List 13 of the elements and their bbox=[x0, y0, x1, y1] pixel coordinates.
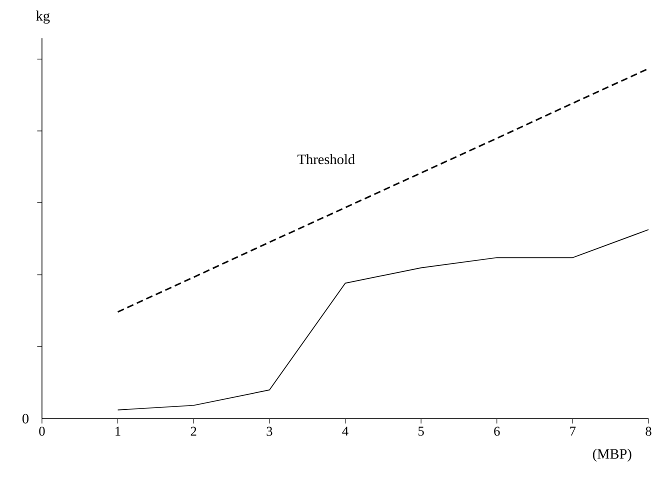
x-tick-label: 1 bbox=[116, 426, 120, 436]
x-tick-label: 3 bbox=[266, 426, 272, 436]
x-tick-label: 8 bbox=[646, 426, 652, 436]
x-tick-label: 5 bbox=[418, 426, 424, 436]
x-tick-label: 7 bbox=[570, 426, 576, 436]
x-tick-label: 6 bbox=[494, 426, 500, 436]
x-tick-label: 0 bbox=[39, 426, 45, 436]
x-tick-label: 2 bbox=[190, 426, 196, 436]
text: Threshold bbox=[298, 154, 355, 164]
y-axis-title: kg bbox=[36, 10, 50, 24]
x-tick-label: 4 bbox=[342, 426, 348, 436]
x-axis-title: (MBP) bbox=[592, 448, 632, 462]
text: 0 bbox=[22, 414, 29, 424]
